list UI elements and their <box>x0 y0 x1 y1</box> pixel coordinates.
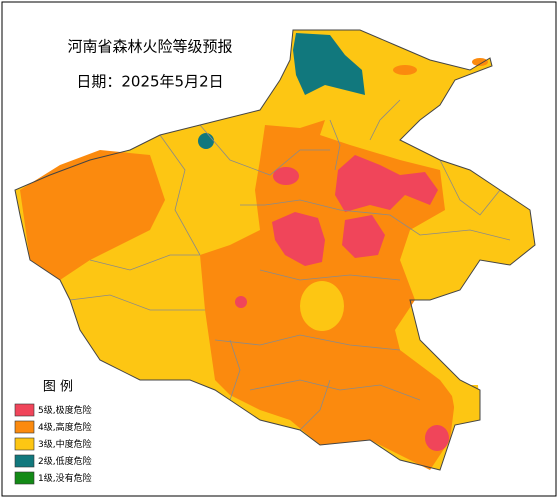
region-level5 <box>272 212 325 266</box>
region-level4 <box>393 65 417 75</box>
region-level3 <box>450 385 480 415</box>
district-lines <box>69 99 511 431</box>
legend-label: 3级,中度危险 <box>38 438 92 450</box>
region-level5 <box>335 155 438 212</box>
legend-label: 2级,低度危险 <box>38 455 92 467</box>
province-outline <box>14 29 536 471</box>
region-level5 <box>342 215 385 258</box>
legend-label: 4级,高度危险 <box>38 421 92 433</box>
legend-swatch <box>14 420 35 434</box>
region-level5 <box>235 296 247 308</box>
legend: 5级,极度危险 4级,高度危险 3级,中度危险 2级,低度危险 1级,没有危险 <box>14 403 92 485</box>
legend-label: 1级,没有危险 <box>38 472 92 484</box>
map-title: 河南省森林火险等级预报 <box>67 38 232 56</box>
region-level2 <box>293 33 365 95</box>
legend-title: 图 例 <box>43 380 73 395</box>
region-level4 <box>20 150 165 280</box>
legend-label: 5级,极度危险 <box>38 404 92 416</box>
legend-swatch <box>14 403 35 417</box>
region-level3 <box>300 281 344 331</box>
region-level5 <box>273 167 299 185</box>
region-level2 <box>198 133 214 149</box>
legend-swatch <box>14 471 35 485</box>
legend-swatch <box>14 437 35 451</box>
map-date: 日期：2025年5月2日 <box>76 73 223 91</box>
region-level5 <box>425 425 449 451</box>
region-level4 <box>472 58 488 66</box>
legend-swatch <box>14 454 35 468</box>
